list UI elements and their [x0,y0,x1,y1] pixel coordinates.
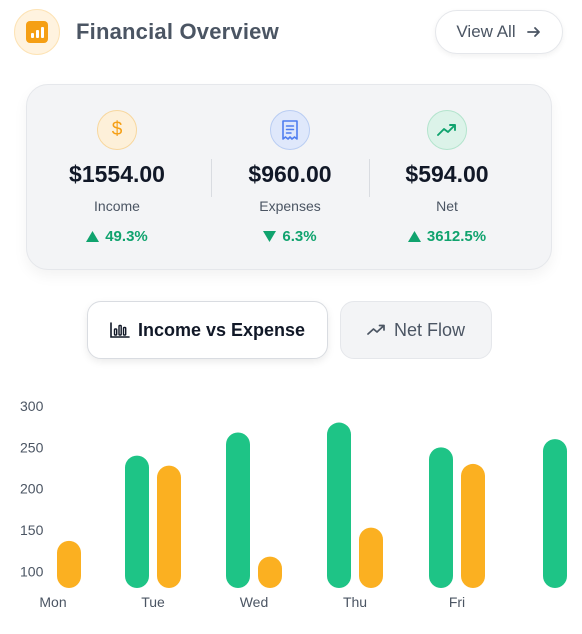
income-stat: $ $1554.00 Income 49.3% [32,85,202,271]
expense-bar[interactable] [157,465,181,588]
income-label: Income [94,198,140,214]
triangle-down-icon [263,231,277,242]
expense-bar[interactable] [258,556,282,588]
expense-bar[interactable] [359,527,383,588]
income-amount: $1554.00 [69,161,165,187]
y-tick-label: 300 [20,398,44,414]
trending-up-icon [367,324,385,335]
expenses-label: Expenses [259,198,321,214]
app-logo [14,9,60,55]
expenses-stat: $960.00 Expenses 6.3% [205,85,375,271]
x-tick-label: Fri [449,594,465,610]
bar-chart-icon [110,322,130,338]
expenses-change: 6.3% [205,228,375,245]
divider [211,159,212,197]
expenses-amount: $960.00 [248,161,332,187]
income-bar[interactable] [226,432,250,588]
x-tick-label: Mon [39,594,66,610]
receipt-icon [270,110,310,150]
net-stat: $594.00 Net 3612.5% [362,85,532,271]
triangle-up-icon [407,231,421,242]
income-bar[interactable] [327,422,351,588]
triangle-up-icon [86,231,100,242]
income-bar[interactable] [543,439,567,588]
net-change: 3612.5% [362,228,532,245]
income-bar[interactable] [125,455,149,588]
divider [369,159,370,197]
y-tick-label: 100 [20,563,44,579]
view-all-label: View All [456,22,516,41]
dollar-icon: $ [97,110,137,150]
view-all-button[interactable]: View All [435,10,563,54]
net-amount: $594.00 [405,161,489,187]
summary-card: $ $1554.00 Income 49.3% $960.00 Expenses… [26,84,552,270]
x-tick-label: Wed [240,594,269,610]
x-tick-label: Tue [141,594,165,610]
income-change: 49.3% [32,228,202,245]
y-tick-label: 150 [20,522,44,538]
income-bar[interactable] [429,447,453,588]
trending-up-icon [427,110,467,150]
header: Financial Overview View All [0,0,582,66]
x-tick-label: Thu [343,594,367,610]
arrow-right-icon [526,27,540,37]
page-title: Financial Overview [76,19,279,44]
tab-income-vs-expense[interactable]: Income vs Expense [87,301,328,359]
expense-bar[interactable] [57,540,81,588]
income-expense-chart: 100 150 200 250 300 Mon Tue Wed Thu Fri [20,398,567,610]
bar-chart-icon [26,21,48,43]
y-tick-label: 200 [20,481,44,497]
y-tick-label: 250 [20,439,44,455]
net-label: Net [436,198,458,214]
expense-bar[interactable] [461,463,485,588]
tab-net-flow[interactable]: Net Flow [340,301,492,359]
